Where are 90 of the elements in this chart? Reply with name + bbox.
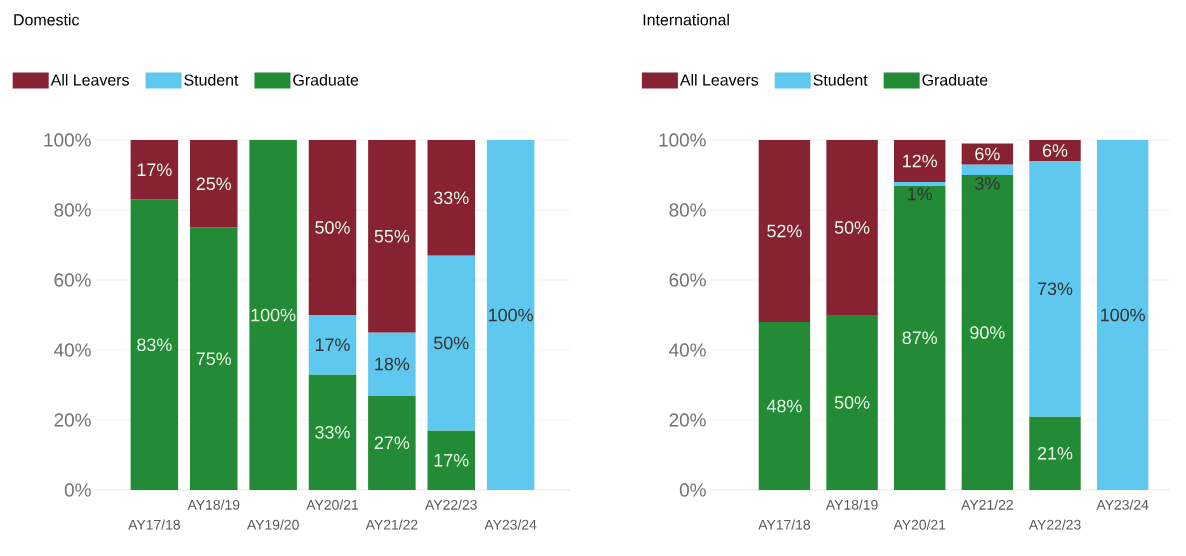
bar [486, 140, 535, 490]
bar [961, 143, 1014, 165]
data-label: 50% [834, 396, 870, 409]
legend-label: Student [813, 73, 868, 86]
bar [308, 140, 357, 315]
data-label: 33% [315, 425, 350, 439]
bar [368, 140, 416, 333]
data-label: 52% [767, 224, 802, 238]
chart-title: International [643, 13, 729, 26]
data-label: 100% [1101, 308, 1145, 322]
x-tick-label: AY19/20 [246, 519, 299, 530]
bar [1029, 161, 1081, 417]
x-tick-label: AY23/24 [1096, 499, 1149, 510]
data-label: 17% [434, 453, 469, 467]
y-tick-label: 20% [669, 413, 706, 427]
bar [1029, 140, 1081, 161]
data-label: 75% [196, 352, 232, 366]
data-label: 6% [1042, 144, 1068, 157]
legend-label: Graduate [922, 73, 988, 86]
x-tick-label: AY20/21 [306, 499, 359, 510]
x-tick-label: AY22/23 [425, 499, 477, 510]
bar [190, 227, 238, 490]
data-label: 100% [251, 308, 296, 322]
y-tick-label: 0% [679, 483, 706, 497]
y-tick-label: 80% [54, 203, 91, 217]
bar [308, 374, 357, 490]
data-label: 48% [766, 399, 802, 413]
bar [427, 430, 475, 490]
bar [427, 140, 475, 256]
bar [308, 315, 357, 375]
data-label: 50% [834, 221, 870, 234]
bar [758, 322, 811, 490]
data-label: 50% [434, 336, 469, 350]
y-tick-label: 20% [54, 413, 91, 427]
data-label: 33% [433, 191, 469, 205]
data-label: 87% [902, 331, 938, 345]
data-label: 83% [137, 338, 172, 352]
legend-label: Student [184, 73, 239, 86]
x-tick-label: AY18/19 [825, 499, 878, 510]
y-tick-label: 100% [659, 133, 706, 147]
data-label: 6% [975, 147, 1000, 161]
x-tick-label: AY17/18 [758, 519, 811, 530]
legend-label: Graduate [293, 73, 359, 86]
bar [894, 140, 946, 182]
bar [1029, 416, 1081, 490]
y-tick-label: 0% [64, 483, 91, 497]
bar [758, 140, 811, 322]
x-tick-label: AY21/22 [961, 499, 1013, 510]
data-label: 55% [374, 229, 410, 243]
bar [1096, 140, 1149, 490]
data-label: 27% [374, 436, 410, 450]
y-tick-label: 100% [44, 133, 91, 147]
chart-title: Domestic [14, 13, 80, 26]
data-label: 73% [1037, 282, 1073, 296]
bar [961, 175, 1014, 490]
y-tick-label: 80% [669, 203, 706, 217]
bar [368, 332, 416, 396]
data-label: 17% [137, 163, 172, 177]
legend-label: All Leavers [679, 73, 759, 86]
data-label: 17% [315, 338, 350, 352]
x-tick-label: AY23/24 [484, 519, 537, 530]
data-label: 12% [903, 154, 938, 168]
data-label: 25% [196, 177, 232, 191]
x-tick-label: AY20/21 [893, 519, 946, 530]
bar [130, 199, 179, 490]
bar [826, 140, 878, 315]
data-label: 18% [375, 357, 410, 371]
bar [894, 185, 946, 490]
bar [190, 140, 238, 228]
x-tick-label: AY18/19 [187, 499, 240, 510]
y-tick-label: 60% [54, 273, 91, 287]
data-label: 21% [1037, 446, 1073, 460]
x-tick-label: AY21/22 [365, 519, 418, 530]
x-tick-label: AY17/18 [128, 519, 181, 530]
bar [826, 315, 878, 490]
data-label: 1% [908, 187, 933, 201]
x-tick-label: AY22/23 [1028, 519, 1081, 530]
data-label: 50% [315, 221, 350, 234]
data-label: 3% [975, 177, 1000, 190]
y-tick-label: 40% [54, 343, 91, 357]
data-label: 90% [970, 326, 1005, 339]
bar [130, 140, 179, 200]
y-tick-label: 60% [669, 273, 706, 287]
legend-label: All Leavers [50, 73, 129, 86]
y-tick-label: 40% [669, 343, 706, 357]
data-label: 100% [489, 308, 533, 322]
bar [249, 140, 297, 490]
bar [961, 164, 1014, 175]
bar [368, 395, 416, 490]
bar [427, 255, 475, 431]
